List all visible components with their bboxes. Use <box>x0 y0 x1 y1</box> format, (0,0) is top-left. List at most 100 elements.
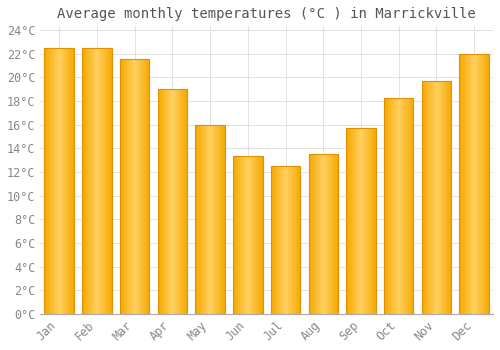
Bar <box>132 60 133 314</box>
Bar <box>446 81 447 314</box>
Bar <box>396 98 398 314</box>
Bar <box>56 48 57 314</box>
Bar <box>280 166 281 314</box>
Bar <box>199 125 200 314</box>
Bar <box>237 156 238 314</box>
Bar <box>144 60 145 314</box>
Bar <box>310 154 311 314</box>
Bar <box>295 166 296 314</box>
Bar <box>393 98 394 314</box>
Bar <box>49 48 50 314</box>
Bar <box>105 48 106 314</box>
Bar <box>466 54 467 314</box>
Bar <box>293 166 294 314</box>
Bar <box>333 154 334 314</box>
Bar <box>471 54 472 314</box>
Bar <box>70 48 71 314</box>
Bar <box>44 48 45 314</box>
Bar <box>254 156 255 314</box>
Bar <box>362 128 363 314</box>
Bar <box>82 48 112 314</box>
Bar <box>450 81 451 314</box>
Bar <box>196 125 197 314</box>
Bar <box>476 54 477 314</box>
Bar <box>138 60 139 314</box>
Bar <box>408 98 409 314</box>
Bar <box>224 125 225 314</box>
Bar <box>206 125 207 314</box>
Bar <box>472 54 474 314</box>
Bar <box>130 60 131 314</box>
Bar <box>469 54 470 314</box>
Bar <box>475 54 476 314</box>
Bar <box>73 48 74 314</box>
Bar <box>174 89 176 314</box>
Bar <box>251 156 252 314</box>
Bar <box>171 89 172 314</box>
Bar <box>440 81 441 314</box>
Bar <box>292 166 293 314</box>
Bar <box>139 60 140 314</box>
Bar <box>488 54 489 314</box>
Bar <box>448 81 449 314</box>
Bar <box>99 48 100 314</box>
Bar <box>106 48 107 314</box>
Bar <box>122 60 123 314</box>
Bar <box>326 154 327 314</box>
Bar <box>107 48 108 314</box>
Bar <box>426 81 427 314</box>
Bar <box>234 156 236 314</box>
Bar <box>213 125 214 314</box>
Bar <box>86 48 88 314</box>
Bar <box>352 128 353 314</box>
Bar <box>315 154 316 314</box>
Bar <box>288 166 289 314</box>
Bar <box>198 125 199 314</box>
Bar <box>248 156 250 314</box>
Bar <box>110 48 111 314</box>
Bar <box>443 81 444 314</box>
Bar <box>146 60 147 314</box>
Bar <box>403 98 404 314</box>
Bar <box>233 156 234 314</box>
Bar <box>324 154 326 314</box>
Bar <box>45 48 46 314</box>
Bar <box>363 128 364 314</box>
Bar <box>92 48 93 314</box>
Bar <box>319 154 320 314</box>
Bar <box>133 60 134 314</box>
Bar <box>48 48 49 314</box>
Bar <box>355 128 356 314</box>
Bar <box>177 89 178 314</box>
Bar <box>63 48 64 314</box>
Bar <box>147 60 148 314</box>
Bar <box>185 89 186 314</box>
Bar <box>216 125 218 314</box>
Bar <box>179 89 180 314</box>
Bar <box>96 48 97 314</box>
Bar <box>123 60 124 314</box>
Bar <box>436 81 437 314</box>
Bar <box>349 128 350 314</box>
Bar <box>375 128 376 314</box>
Bar <box>485 54 486 314</box>
Bar <box>411 98 412 314</box>
Bar <box>308 154 310 314</box>
Bar <box>435 81 436 314</box>
Bar <box>287 166 288 314</box>
Bar <box>335 154 336 314</box>
Bar <box>372 128 373 314</box>
Bar <box>441 81 442 314</box>
Bar <box>294 166 295 314</box>
Bar <box>330 154 332 314</box>
Bar <box>313 154 314 314</box>
Bar <box>478 54 480 314</box>
Bar <box>50 48 51 314</box>
Bar <box>239 156 240 314</box>
Bar <box>275 166 276 314</box>
Bar <box>142 60 144 314</box>
Bar <box>158 89 187 314</box>
Bar <box>57 48 58 314</box>
Bar <box>388 98 389 314</box>
Bar <box>281 166 282 314</box>
